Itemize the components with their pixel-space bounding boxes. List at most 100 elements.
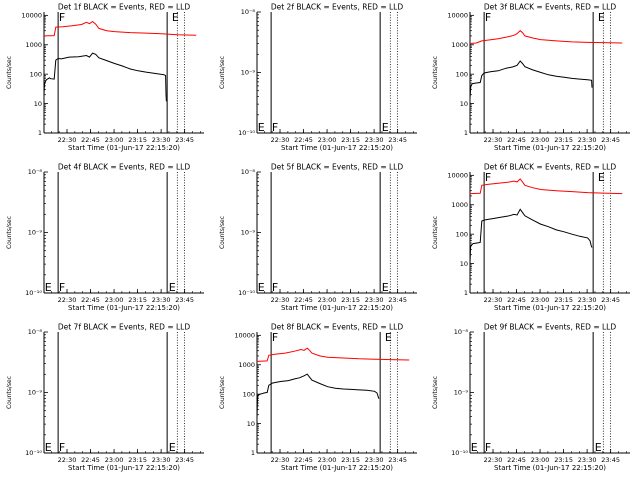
x-tick-label: 23:00	[531, 136, 550, 144]
flag-label: E	[169, 441, 176, 454]
y-axis-label: Counts/sec	[219, 216, 226, 249]
x-axis-label: Start Time (01-Jun-17 22:15:20)	[281, 144, 393, 152]
x-axis-label: Start Time (01-Jun-17 22:15:20)	[68, 144, 180, 152]
panel-8: Det 8f BLACK = Events, RED = LLD 1 10 100 10…	[219, 323, 417, 472]
y-tick-label: 10⁻¹⁰	[238, 289, 255, 297]
y-tick-label: 10⁻⁸	[241, 168, 256, 176]
x-tick-label: 23:30	[152, 456, 171, 464]
x-tick-label: 23:00	[318, 136, 337, 144]
y-tick-label: 10⁻⁹	[454, 389, 469, 397]
flag-label: E	[258, 281, 265, 294]
x-tick-label: 23:45	[601, 136, 620, 144]
y-tick-label: 10000	[447, 12, 468, 20]
y-tick-label: 1000	[25, 41, 42, 49]
x-tick-label: 23:45	[175, 136, 194, 144]
flag-label: F	[485, 441, 491, 454]
x-tick-label: 22:45	[81, 136, 100, 144]
y-tick-label: 10⁻¹⁰	[25, 289, 42, 297]
flag-label: F	[59, 11, 65, 24]
panel-4: Det 4f BLACK = Events, RED = LLD 10⁻¹⁰ 10⁻…	[6, 163, 204, 312]
y-tick-label: 1	[38, 129, 42, 137]
x-axis-label: Start Time (01-Jun-17 22:15:20)	[494, 464, 606, 472]
y-tick-label: 10⁻⁸	[28, 168, 43, 176]
flag-label: F	[485, 11, 491, 24]
lld-series-line	[43, 20, 197, 37]
x-tick-label: 22:30	[58, 456, 77, 464]
x-tick-label: 23:00	[105, 136, 124, 144]
x-axis-label: Start Time (01-Jun-17 22:15:20)	[68, 464, 180, 472]
x-tick-label: 22:45	[81, 456, 100, 464]
flag-label: E	[172, 11, 179, 24]
y-tick-label: 100	[456, 230, 468, 238]
y-tick-label: 10⁻¹⁰	[238, 129, 255, 137]
flag-label: E	[471, 441, 478, 454]
events-series-line	[469, 60, 593, 99]
x-tick-label: 23:45	[175, 456, 194, 464]
x-tick-label: 23:00	[531, 456, 550, 464]
y-tick-label: 10	[247, 420, 255, 428]
y-tick-label: 1000	[451, 201, 468, 209]
flag-label: F	[485, 171, 491, 184]
events-series-line	[469, 208, 593, 264]
flag-label: E	[258, 121, 265, 134]
panel-title: Det 5f BLACK = Events, RED = LLD	[271, 163, 404, 172]
x-axis-label: Start Time (01-Jun-17 22:15:20)	[281, 464, 393, 472]
y-tick-label: 10⁻¹⁰	[25, 449, 42, 457]
x-tick-label: 23:45	[175, 296, 194, 304]
y-tick-label: 10⁻⁸	[454, 328, 469, 336]
x-tick-label: 23:15	[341, 136, 360, 144]
x-tick-label: 23:30	[152, 136, 171, 144]
x-tick-label: 23:15	[128, 296, 147, 304]
y-tick-label: 100	[243, 390, 255, 398]
y-axis-label: Counts/sec	[432, 216, 439, 249]
x-tick-label: 23:15	[128, 136, 147, 144]
panel-2: Det 2f BLACK = Events, RED = LLD 10⁻¹⁰ 10⁻…	[219, 3, 417, 152]
x-tick-label: 22:30	[58, 136, 77, 144]
x-tick-label: 22:45	[294, 456, 313, 464]
x-tick-label: 23:00	[531, 296, 550, 304]
x-axis-label: Start Time (01-Jun-17 22:15:20)	[68, 304, 180, 312]
flag-label: E	[382, 121, 389, 134]
flag-label: E	[595, 441, 602, 454]
x-tick-label: 23:00	[318, 456, 337, 464]
y-tick-label: 10000	[234, 332, 255, 340]
x-tick-label: 23:45	[388, 456, 407, 464]
y-tick-label: 10⁻¹⁰	[451, 449, 468, 457]
flag-label: F	[59, 441, 65, 454]
panel-7: Det 7f BLACK = Events, RED = LLD 10⁻¹⁰ 10⁻…	[6, 323, 204, 472]
events-series-line	[43, 52, 167, 102]
x-tick-label: 23:45	[601, 456, 620, 464]
flag-label: F	[59, 281, 65, 294]
flag-label: E	[385, 331, 392, 344]
panel-title: Det 7f BLACK = Events, RED = LLD	[58, 323, 191, 332]
panel-6: Det 6f BLACK = Events, RED = LLD 1 10 100 10…	[432, 163, 630, 312]
x-tick-label: 23:45	[388, 296, 407, 304]
y-tick-label: 10⁻⁸	[241, 8, 256, 16]
y-axis-label: Counts/sec	[219, 376, 226, 409]
y-tick-label: 1000	[451, 41, 468, 49]
flag-label: E	[45, 441, 52, 454]
lld-series-line	[469, 178, 623, 195]
y-tick-label: 1000	[238, 361, 255, 369]
x-tick-label: 23:15	[341, 296, 360, 304]
flag-label: E	[598, 171, 605, 184]
y-tick-label: 10⁻⁹	[241, 229, 256, 237]
panel-title: Det 4f BLACK = Events, RED = LLD	[58, 163, 191, 172]
x-tick-label: 22:30	[484, 456, 503, 464]
flag-label: F	[272, 121, 278, 134]
x-tick-label: 22:30	[271, 136, 290, 144]
x-tick-label: 22:30	[271, 296, 290, 304]
y-axis-label: Counts/sec	[6, 376, 13, 409]
x-tick-label: 22:30	[484, 296, 503, 304]
y-tick-label: 1	[464, 289, 468, 297]
y-axis-label: Counts/sec	[6, 56, 13, 89]
y-tick-label: 10⁻⁹	[28, 389, 43, 397]
x-axis-label: Start Time (01-Jun-17 22:15:20)	[494, 144, 606, 152]
x-tick-label: 22:45	[294, 296, 313, 304]
y-tick-label: 10⁻⁹	[241, 69, 256, 77]
x-tick-label: 23:30	[578, 136, 597, 144]
y-tick-label: 10	[460, 260, 468, 268]
y-tick-label: 1	[251, 449, 255, 457]
flag-label: E	[45, 281, 52, 294]
x-tick-label: 23:30	[365, 296, 384, 304]
